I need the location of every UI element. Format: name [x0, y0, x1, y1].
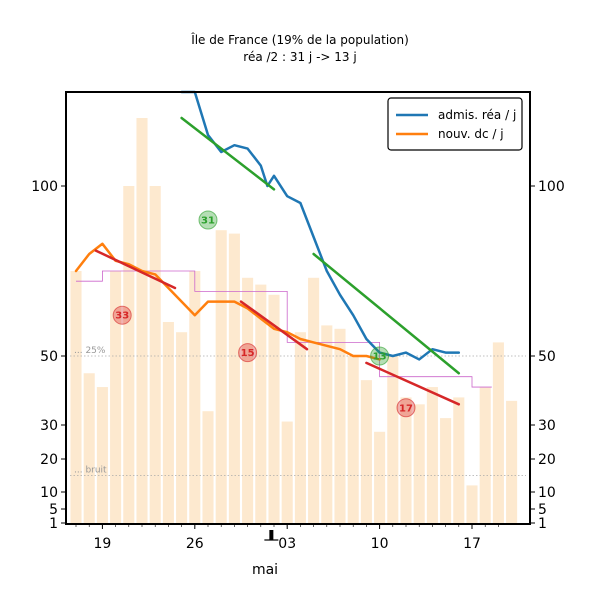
y-tick-label-left: 100 — [31, 179, 58, 195]
daily-bar — [360, 380, 372, 524]
daily-bar — [506, 400, 518, 524]
y-tick-label-left: 5 — [49, 502, 58, 518]
daily-bar — [268, 294, 280, 524]
daily-bar — [83, 373, 95, 524]
svg-text:33: 33 — [115, 311, 129, 322]
daily-bar — [202, 411, 214, 524]
reference-label: ... 25% — [74, 346, 106, 356]
daily-bar — [281, 421, 293, 524]
daily-bar — [255, 284, 267, 524]
daily-bar — [294, 332, 306, 524]
legend: admis. réa / j nouv. dc / j — [387, 97, 523, 151]
daily-bar — [176, 332, 188, 524]
x-axis-label: mai — [252, 562, 278, 578]
daily-bar — [347, 356, 359, 524]
daily-bar — [453, 397, 465, 524]
svg-text:31: 31 — [201, 216, 215, 227]
y-tick-label-right: 30 — [538, 418, 556, 434]
trend-fit-line — [239, 300, 309, 351]
svg-text:13: 13 — [373, 352, 387, 363]
daily-bar — [334, 328, 346, 524]
x-tick-label: 19 — [93, 536, 111, 552]
doubling-badge: 15 — [238, 343, 258, 363]
y-tick-label-left: 30 — [40, 418, 58, 434]
x-tick-label: 10 — [371, 536, 389, 552]
y-tick-label-right: 10 — [538, 485, 556, 501]
doubling-badge: 17 — [396, 398, 416, 418]
daily-bar — [479, 387, 491, 524]
y-tick-label-right: 1 — [538, 516, 547, 532]
trend-fit-line — [312, 252, 461, 375]
daily-bar — [387, 356, 399, 524]
daily-bar — [136, 118, 148, 524]
daily-bar — [400, 397, 412, 524]
trend-fit-line — [365, 361, 461, 406]
y-tick-label-right: 50 — [538, 349, 556, 365]
legend-label-deces: nouv. dc / j — [438, 127, 504, 141]
legend-label-reanimation: admis. réa / j — [438, 108, 516, 122]
daily-bar — [110, 271, 122, 524]
chart-title: Île de France (19% de la population) — [190, 32, 409, 47]
reference-label: ... bruit — [74, 466, 107, 476]
y-tick-label-right: 100 — [538, 179, 565, 195]
doubling-badge: 13 — [370, 346, 390, 366]
daily-bar — [413, 404, 425, 524]
doubling-badge: 33 — [112, 305, 132, 325]
x-tick-label: 17 — [463, 536, 481, 552]
daily-bar — [149, 186, 161, 524]
daily-bar — [189, 271, 201, 524]
daily-bar — [440, 418, 452, 524]
x-tick-label: 03 — [278, 536, 296, 552]
daily-bar — [321, 325, 333, 524]
chart-subtitle: réa /2 : 31 j -> 13 j — [243, 50, 356, 64]
x-tick-label: 26 — [186, 536, 204, 552]
doubling-badge: 31 — [198, 210, 218, 230]
trend-fit-line — [94, 249, 177, 290]
plot-frame — [65, 91, 531, 525]
y-tick-label-left: 10 — [40, 485, 58, 501]
daily-bar — [70, 271, 82, 524]
daily-bar — [215, 230, 227, 524]
weekly-average-line — [76, 270, 492, 388]
daily-bar — [308, 277, 320, 524]
trend-fit-line — [180, 116, 276, 191]
daily-bar — [492, 342, 504, 524]
daily-bar — [466, 485, 478, 524]
y-tick-label-right: 20 — [538, 452, 556, 468]
daily-bar — [96, 387, 108, 524]
y-tick-label-right: 5 — [538, 502, 547, 518]
y-tick-label-left: 20 — [40, 452, 58, 468]
svg-text:15: 15 — [241, 348, 255, 359]
daily-bar — [162, 322, 174, 524]
daily-bar — [228, 233, 240, 524]
series-deces-line — [74, 242, 381, 361]
series-reanimation-line — [180, 90, 461, 361]
daily-bar — [123, 186, 135, 524]
month-start-marker — [269, 530, 274, 540]
svg-text:17: 17 — [399, 403, 413, 414]
daily-bar — [242, 277, 254, 524]
y-tick-label-left: 1 — [49, 516, 58, 532]
daily-bar — [426, 387, 438, 524]
daily-bar — [374, 431, 386, 524]
y-tick-label-left: 50 — [40, 349, 58, 365]
